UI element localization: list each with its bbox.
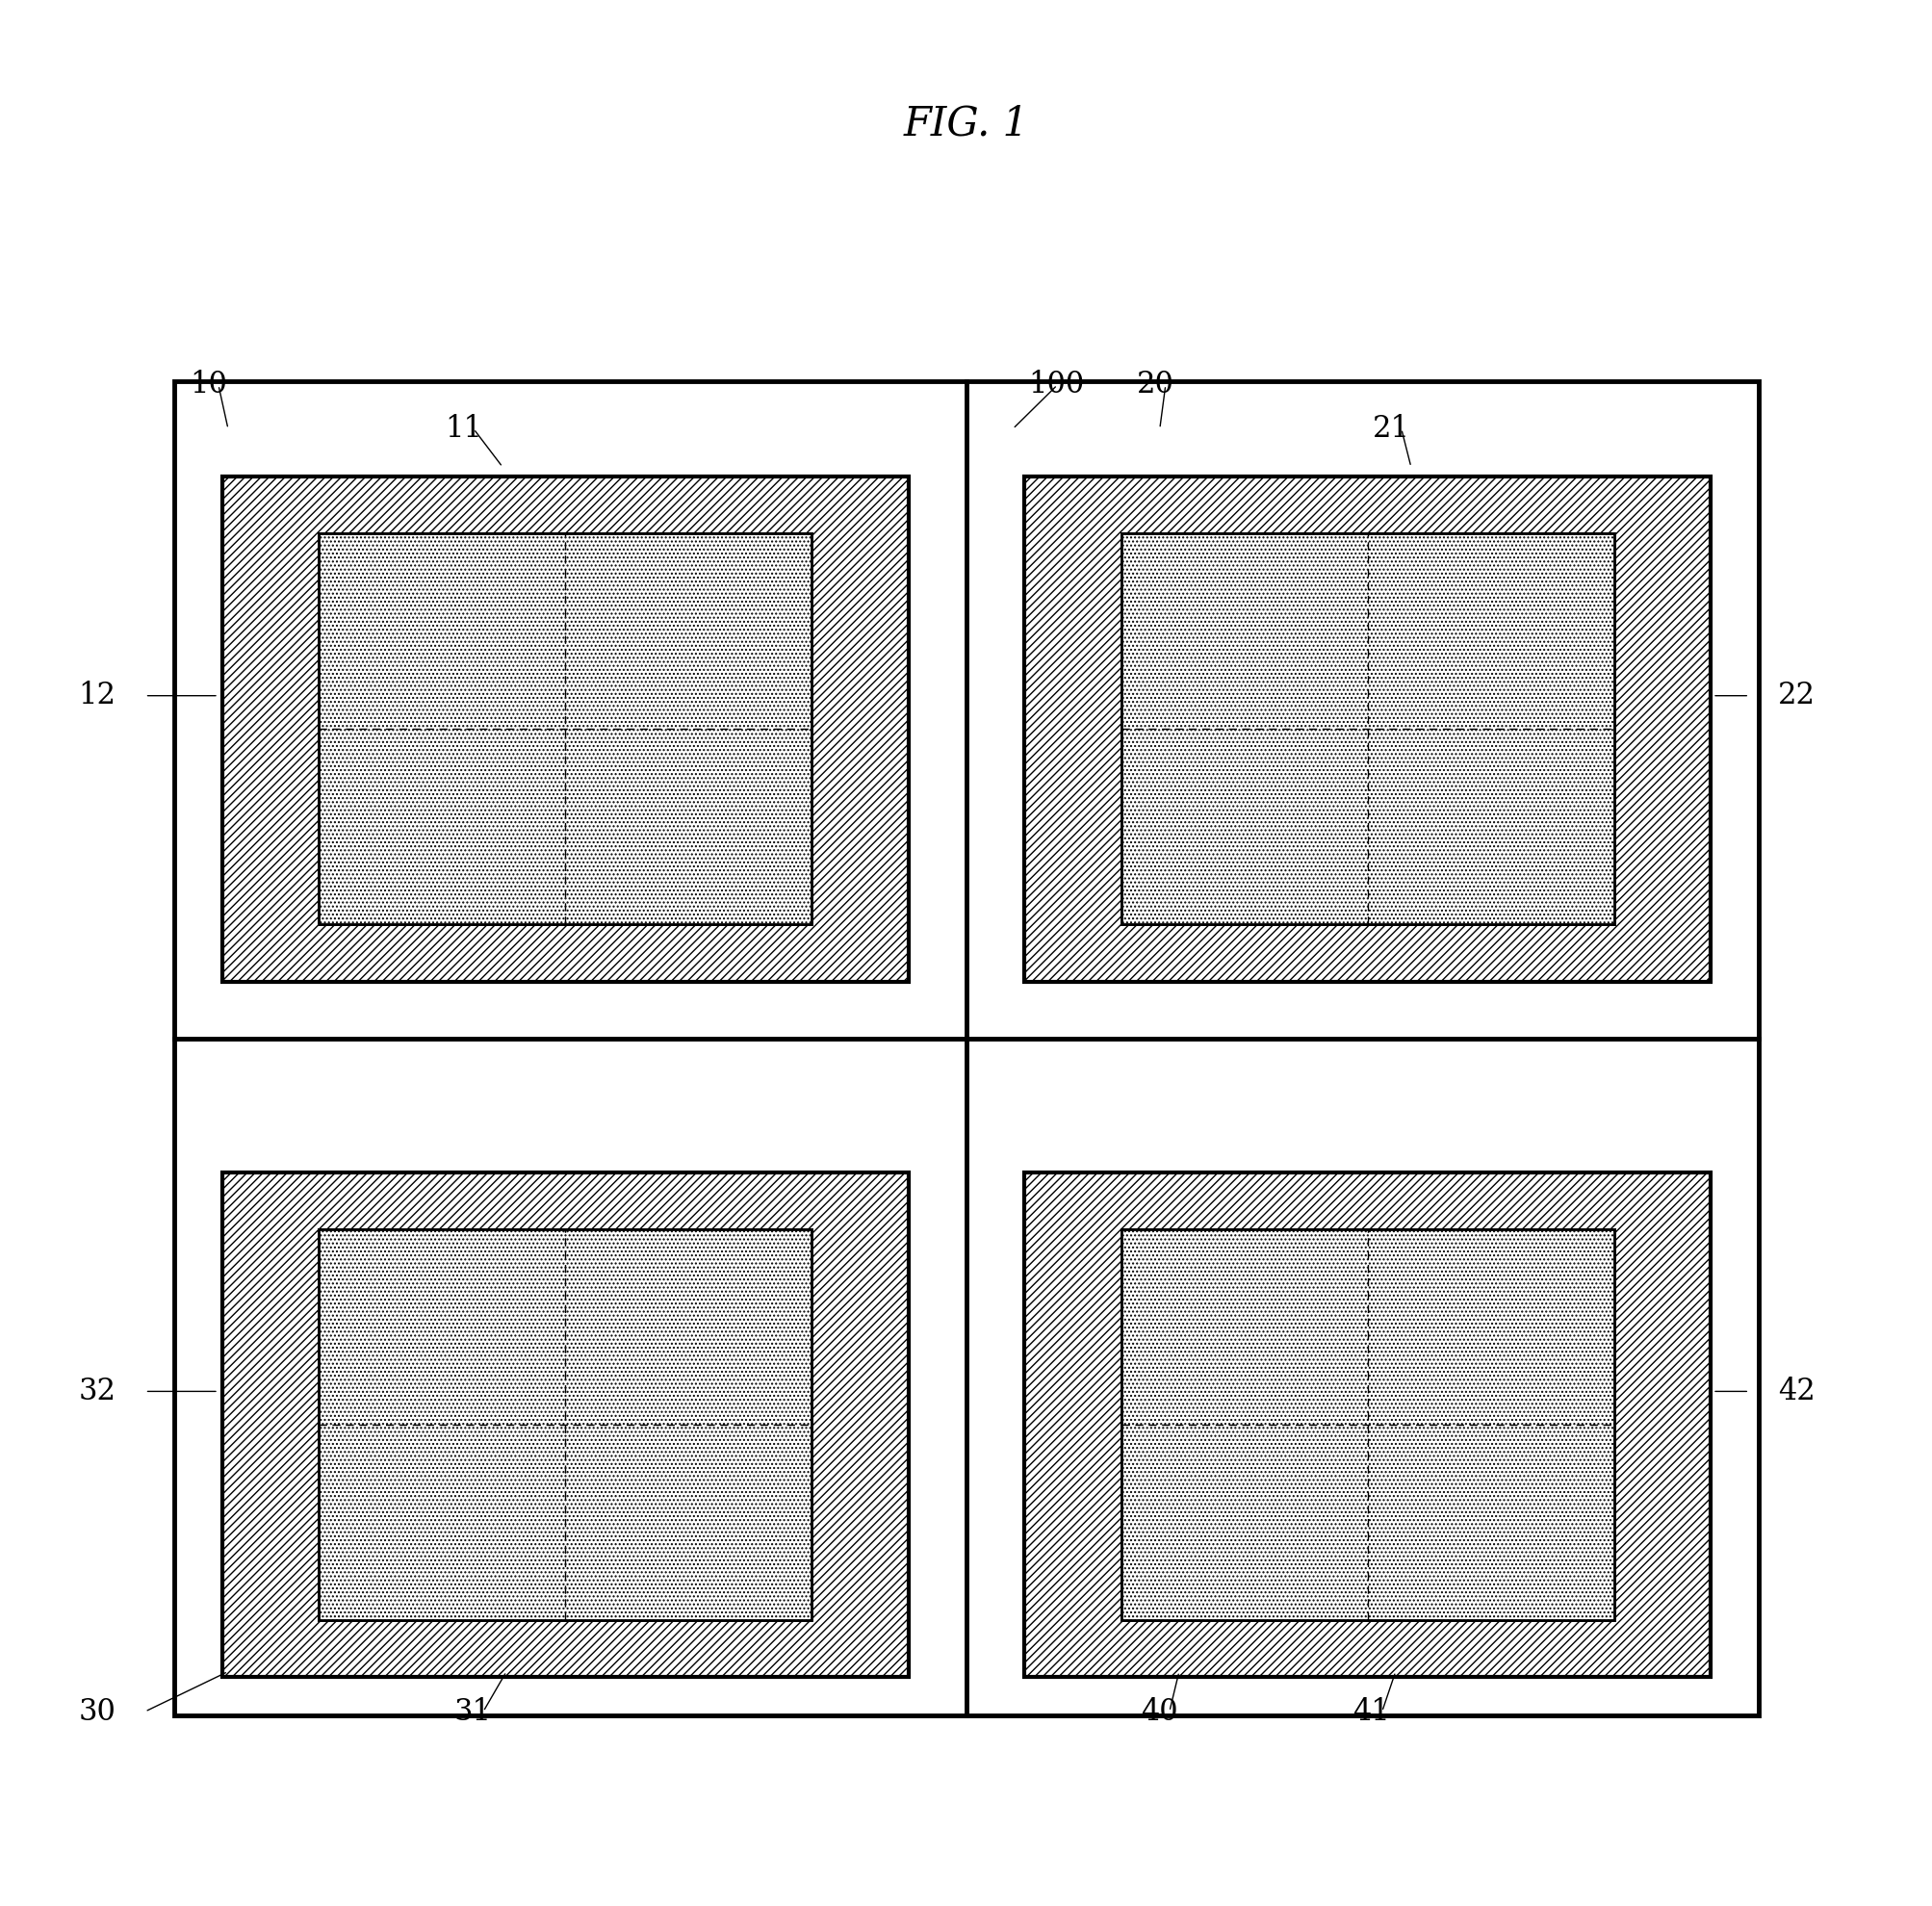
Text: 21: 21	[1372, 414, 1408, 444]
Bar	[1121, 534, 1613, 924]
Text: 31: 31	[454, 1696, 491, 1727]
Bar	[1121, 1229, 1613, 1620]
Text: 20: 20	[1136, 370, 1173, 400]
Bar	[319, 534, 811, 924]
Text: 10: 10	[189, 370, 226, 400]
Text: 22: 22	[1777, 680, 1814, 711]
Bar	[222, 1172, 908, 1677]
Bar	[1121, 534, 1613, 924]
Text: 12: 12	[79, 680, 116, 711]
Bar	[1121, 1229, 1613, 1620]
Text: 41: 41	[1352, 1696, 1389, 1727]
Bar	[319, 1229, 811, 1620]
Bar	[319, 1229, 811, 1620]
Text: 11: 11	[444, 414, 481, 444]
Bar	[174, 381, 1758, 1715]
Bar	[1024, 476, 1710, 982]
Text: 40: 40	[1140, 1696, 1177, 1727]
Text: 100: 100	[1028, 370, 1084, 400]
Text: FIG. 1: FIG. 1	[904, 103, 1028, 145]
Bar	[319, 534, 811, 924]
Text: 32: 32	[79, 1376, 116, 1407]
Text: 30: 30	[79, 1696, 116, 1727]
Bar	[319, 1229, 811, 1620]
Bar	[319, 534, 811, 924]
Bar	[1024, 1172, 1710, 1677]
Bar	[222, 476, 908, 982]
Bar	[1121, 1229, 1613, 1620]
Bar	[1121, 534, 1613, 924]
Text: 42: 42	[1777, 1376, 1814, 1407]
